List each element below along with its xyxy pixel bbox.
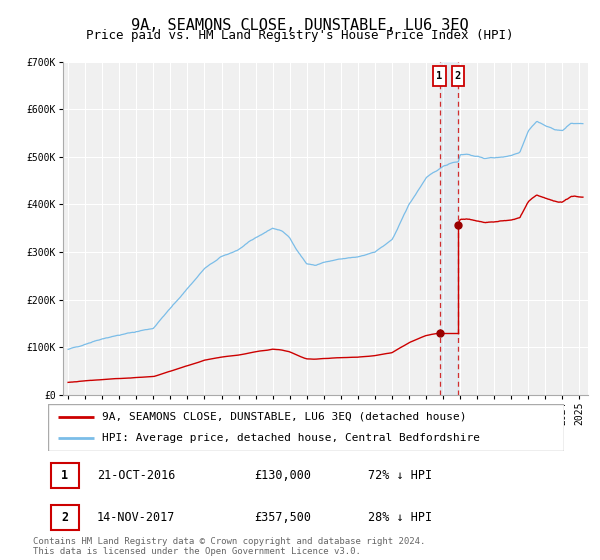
- Bar: [440, 62, 458, 395]
- Text: Contains HM Land Registry data © Crown copyright and database right 2024.: Contains HM Land Registry data © Crown c…: [33, 538, 425, 547]
- Text: Price paid vs. HM Land Registry's House Price Index (HPI): Price paid vs. HM Land Registry's House …: [86, 29, 514, 42]
- Text: 9A, SEAMONS CLOSE, DUNSTABLE, LU6 3EQ: 9A, SEAMONS CLOSE, DUNSTABLE, LU6 3EQ: [131, 18, 469, 33]
- Text: 1: 1: [61, 469, 68, 482]
- FancyBboxPatch shape: [452, 67, 464, 86]
- Text: HPI: Average price, detached house, Central Bedfordshire: HPI: Average price, detached house, Cent…: [102, 433, 480, 444]
- Text: This data is licensed under the Open Government Licence v3.0.: This data is licensed under the Open Gov…: [33, 548, 361, 557]
- Text: 2: 2: [61, 511, 68, 524]
- Text: 9A, SEAMONS CLOSE, DUNSTABLE, LU6 3EQ (detached house): 9A, SEAMONS CLOSE, DUNSTABLE, LU6 3EQ (d…: [102, 412, 467, 422]
- FancyBboxPatch shape: [50, 505, 79, 530]
- Text: 1: 1: [436, 71, 443, 81]
- Text: 72% ↓ HPI: 72% ↓ HPI: [368, 469, 432, 482]
- Text: 14-NOV-2017: 14-NOV-2017: [97, 511, 175, 524]
- FancyBboxPatch shape: [433, 67, 446, 86]
- FancyBboxPatch shape: [50, 463, 79, 488]
- Text: 21-OCT-2016: 21-OCT-2016: [97, 469, 175, 482]
- Text: 2: 2: [455, 71, 461, 81]
- Text: £130,000: £130,000: [254, 469, 311, 482]
- Text: £357,500: £357,500: [254, 511, 311, 524]
- Text: 28% ↓ HPI: 28% ↓ HPI: [368, 511, 432, 524]
